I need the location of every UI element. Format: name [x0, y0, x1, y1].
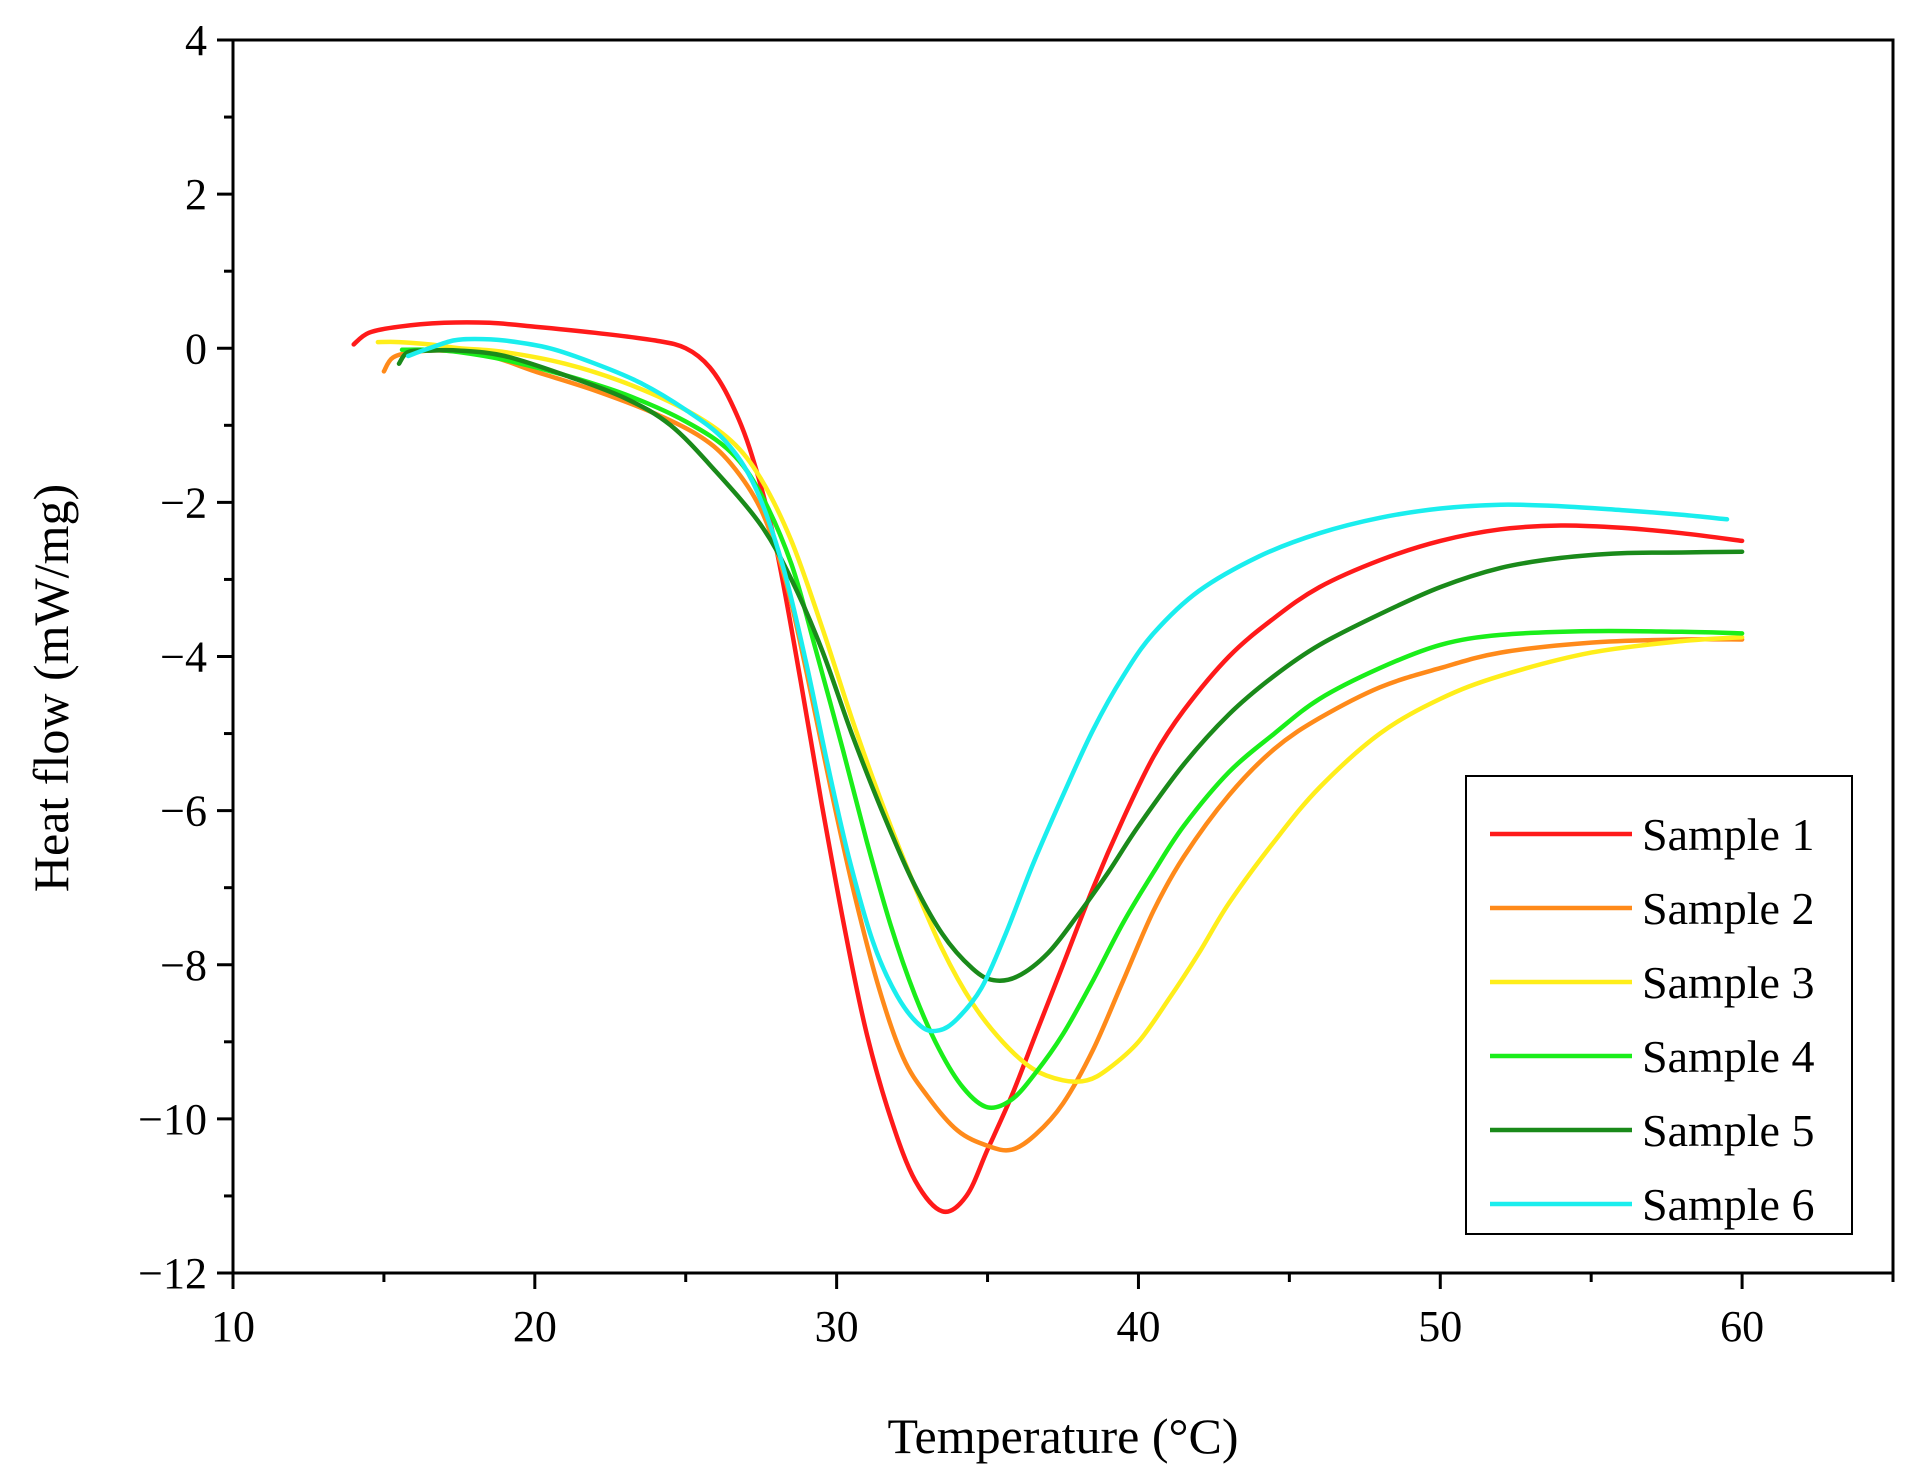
legend-label-sample-1: Sample 1 [1642, 809, 1814, 860]
series-line-sample-4 [399, 347, 1745, 1111]
legend-label-sample-3: Sample 3 [1642, 957, 1814, 1008]
legend-label-sample-6: Sample 6 [1642, 1179, 1814, 1230]
y-tick-label: −2 [160, 478, 207, 527]
y-tick-label: 4 [185, 16, 207, 65]
y-tick-label: −10 [138, 1095, 207, 1144]
y-axis-title: Heat flow (mW/mg) [23, 484, 79, 892]
y-tick-label: −6 [160, 787, 207, 836]
x-axis-title: Temperature (°C) [887, 1408, 1238, 1464]
x-tick-label: 40 [1116, 1302, 1160, 1351]
x-tick-label: 10 [211, 1302, 255, 1351]
x-tick-label: 20 [513, 1302, 557, 1351]
series-lines [351, 320, 1745, 1215]
series-line-sample-1 [351, 320, 1745, 1215]
legend-items: Sample 1 Sample 2 Sample 3 Sample 4 Sample 5… [1490, 809, 1814, 1230]
legend-label-sample-2: Sample 2 [1642, 883, 1814, 934]
y-tick-label: 2 [185, 170, 207, 219]
series-line-sample-5 [396, 347, 1745, 983]
legend-box [1465, 775, 1853, 1235]
series-line-sample-6 [405, 336, 1730, 1034]
x-tick-label: 50 [1418, 1302, 1462, 1351]
legend-label-sample-4: Sample 4 [1642, 1031, 1814, 1082]
series-line-sample-2 [381, 348, 1745, 1153]
legend: Sample 1 Sample 2 Sample 3 Sample 4 Sample 5… [1465, 775, 1853, 1235]
series-line-sample-3 [375, 339, 1745, 1085]
x-tick-label: 30 [815, 1302, 859, 1351]
y-tick-label: −4 [160, 633, 207, 682]
x-tick-label: 60 [1720, 1302, 1764, 1351]
legend-label-sample-5: Sample 5 [1642, 1105, 1814, 1156]
y-tick-label: −12 [138, 1249, 207, 1298]
y-tick-label: −8 [160, 941, 207, 990]
y-tick-label: 0 [185, 324, 207, 373]
